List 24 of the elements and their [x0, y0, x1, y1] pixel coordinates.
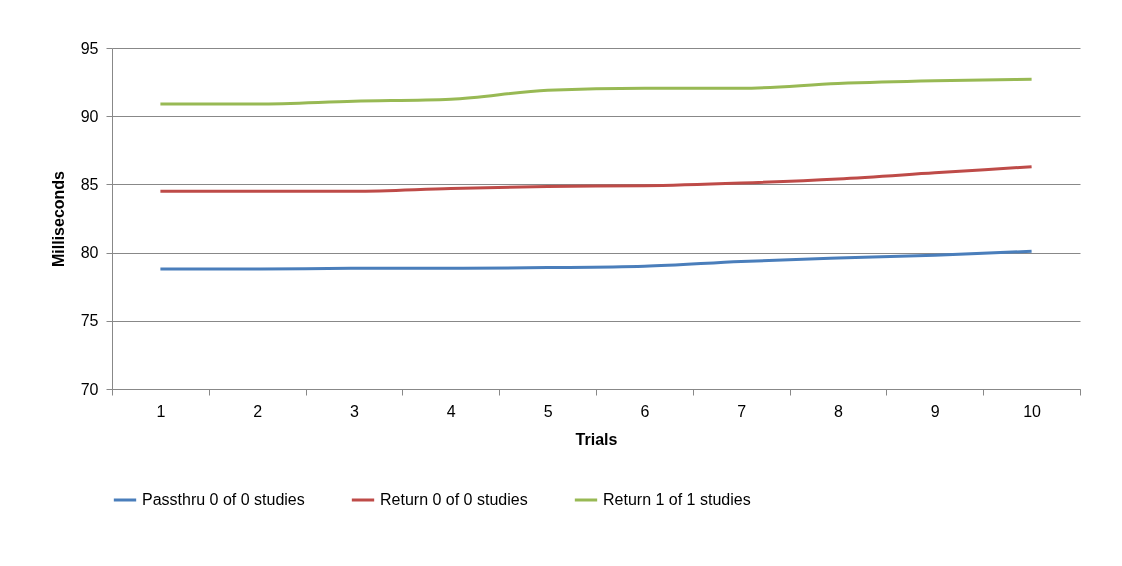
legend-label: Return 1 of 1 studies [603, 491, 751, 508]
legend-label: Return 0 of 0 studies [380, 491, 528, 508]
line-series [158, 165, 1034, 193]
x-tick-label: 3 [350, 402, 360, 420]
y-tick-label: 85 [80, 175, 99, 193]
x-tick-label: 5 [543, 402, 553, 420]
x-tick-label: 8 [834, 402, 844, 420]
line-series [158, 249, 1034, 271]
y-tick-label: 75 [80, 312, 99, 330]
legend-label: Passthru 0 of 0 studies [142, 491, 305, 508]
x-tick-label: 2 [253, 402, 263, 420]
x-tick-label: 10 [1023, 402, 1042, 420]
x-tick-label: 1 [156, 402, 166, 420]
y-tick-label: 90 [80, 107, 99, 125]
x-axis-title: Trials [575, 430, 618, 448]
y-axis-title: Milliseconds [49, 170, 67, 268]
x-tick-label: 7 [737, 402, 747, 420]
y-tick-label: 80 [80, 244, 99, 262]
x-tick-label: 4 [446, 402, 456, 420]
y-tick-label: 95 [80, 39, 99, 57]
y-tick-label: 70 [80, 380, 99, 398]
line-series [158, 77, 1034, 106]
x-tick-label: 9 [930, 402, 940, 420]
x-tick-label: 6 [640, 402, 650, 420]
